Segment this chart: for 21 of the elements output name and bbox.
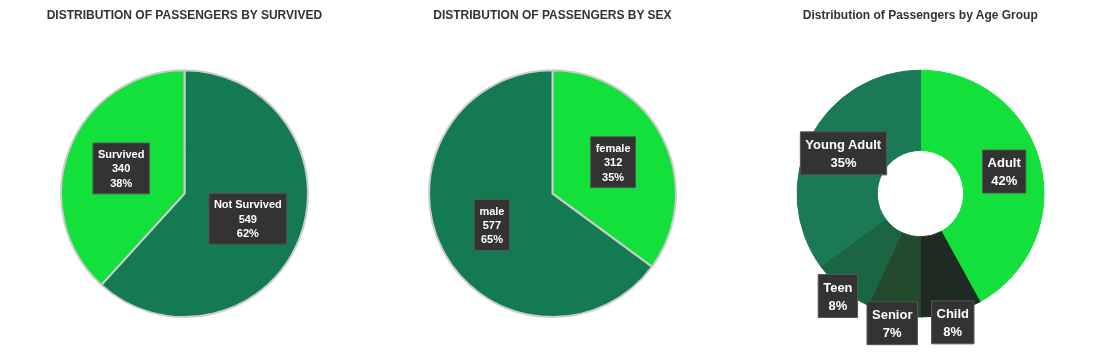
data-label: 340 38% [110,162,133,189]
data-label: 42% [991,173,1018,189]
data-label: 312 35% [602,156,625,183]
data-label: 8% [828,297,848,313]
data-label: 549 62% [236,212,260,240]
slice-label: Young Adult [805,136,882,152]
data-label: 35% [830,154,857,170]
slice-label: Survived [97,148,145,161]
data-label: 7% [882,324,903,340]
slice-label: Not Survived [213,198,282,211]
slice-label: male [479,204,505,217]
slice-label: Child [936,305,970,321]
slice-label: female [595,141,631,154]
chart-title: DISTRIBUTION OF PASSENGERS BY SEX [433,7,672,22]
slice-label: Senior [872,306,913,322]
data-label: 8% [943,323,963,339]
slice-label: Adult [987,155,1022,171]
chart-title: Distribution of Passengers by Age Group [802,7,1038,22]
chart-title: DISTRIBUTION OF PASSENGERS BY SURVIVED [46,7,323,22]
data-label: 577 65% [480,219,504,246]
slice-label: Teen [823,279,853,295]
